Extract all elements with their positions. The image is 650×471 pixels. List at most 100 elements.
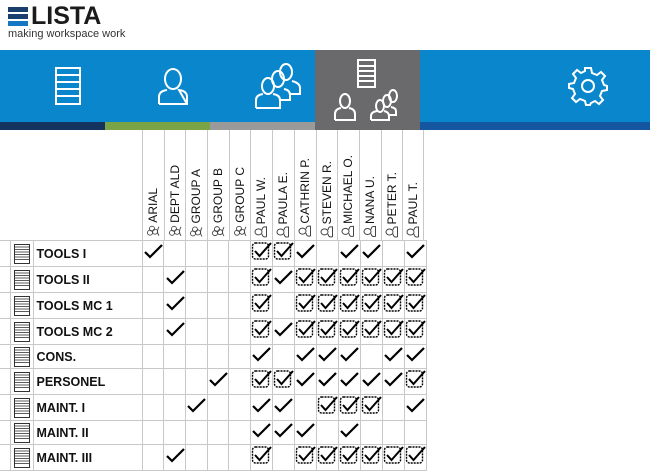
- permission-cell[interactable]: [163, 266, 186, 293]
- permission-cell[interactable]: [141, 318, 165, 345]
- permission-cell[interactable]: [315, 344, 339, 369]
- column-header[interactable]: ARIAL: [142, 130, 164, 240]
- permission-cell[interactable]: [206, 368, 230, 395]
- permission-cell[interactable]: [271, 344, 295, 369]
- permission-cell[interactable]: [337, 420, 361, 445]
- permission-cell[interactable]: [163, 318, 186, 345]
- column-header[interactable]: NANA U.: [358, 130, 381, 240]
- permission-cell[interactable]: [141, 292, 165, 319]
- permission-cell[interactable]: [403, 266, 427, 293]
- permission-cell[interactable]: [359, 240, 383, 267]
- permission-cell[interactable]: [315, 444, 339, 471]
- permission-cell[interactable]: [381, 292, 405, 319]
- permission-cell[interactable]: [271, 240, 295, 267]
- permission-cell[interactable]: [141, 344, 165, 369]
- permission-cell[interactable]: [293, 444, 317, 471]
- permission-cell[interactable]: [206, 420, 230, 445]
- permission-cell[interactable]: [206, 318, 230, 345]
- permission-cell[interactable]: [249, 444, 273, 471]
- permission-cell[interactable]: [315, 368, 339, 395]
- permission-cell[interactable]: [271, 368, 295, 395]
- permission-cell[interactable]: [337, 344, 361, 369]
- permission-cell[interactable]: [337, 368, 361, 395]
- tab-users[interactable]: [120, 50, 225, 122]
- permission-cell[interactable]: [141, 444, 165, 471]
- permission-cell[interactable]: [228, 318, 251, 345]
- permission-cell[interactable]: [184, 344, 208, 369]
- permission-cell[interactable]: [206, 292, 230, 319]
- permission-cell[interactable]: [249, 368, 273, 395]
- permission-cell[interactable]: [381, 266, 405, 293]
- permission-cell[interactable]: [228, 444, 251, 471]
- permission-cell[interactable]: [271, 444, 295, 471]
- permission-cell[interactable]: [184, 292, 208, 319]
- permission-cell[interactable]: [315, 266, 339, 293]
- permission-cell[interactable]: [293, 266, 317, 293]
- permission-cell[interactable]: [293, 420, 317, 445]
- permission-cell[interactable]: [381, 318, 405, 345]
- column-header[interactable]: MICHAEL O.: [337, 130, 359, 240]
- tab-groups[interactable]: [225, 50, 330, 122]
- permission-cell[interactable]: [141, 394, 165, 421]
- permission-cell[interactable]: [141, 368, 165, 395]
- permission-cell[interactable]: [359, 344, 383, 369]
- permission-cell[interactable]: [293, 240, 317, 267]
- permission-cell[interactable]: [228, 368, 251, 395]
- permission-cell[interactable]: [337, 394, 361, 421]
- permission-cell[interactable]: [403, 318, 427, 345]
- permission-cell[interactable]: [184, 444, 208, 471]
- permission-cell[interactable]: [403, 394, 427, 421]
- column-header[interactable]: GROUP C: [228, 130, 251, 240]
- permission-cell[interactable]: [141, 240, 165, 267]
- permission-cell[interactable]: [381, 444, 405, 471]
- permission-cell[interactable]: [163, 394, 186, 421]
- column-header[interactable]: PAUL W.: [250, 130, 272, 240]
- permission-cell[interactable]: [184, 420, 208, 445]
- permission-cell[interactable]: [381, 368, 405, 395]
- column-header[interactable]: PETER T.: [380, 130, 403, 240]
- permission-cell[interactable]: [359, 394, 383, 421]
- permission-cell[interactable]: [293, 318, 317, 345]
- permission-cell[interactable]: [403, 444, 427, 471]
- permission-cell[interactable]: [163, 444, 186, 471]
- column-header[interactable]: CATHRIN P.: [293, 130, 316, 240]
- permission-cell[interactable]: [315, 240, 339, 267]
- permission-cell[interactable]: [381, 344, 405, 369]
- permission-cell[interactable]: [359, 368, 383, 395]
- permission-cell[interactable]: [337, 444, 361, 471]
- column-header[interactable]: GROUP B: [207, 130, 229, 240]
- permission-cell[interactable]: [184, 394, 208, 421]
- permission-cell[interactable]: [228, 420, 251, 445]
- permission-cell[interactable]: [337, 266, 361, 293]
- column-header[interactable]: PAULA E.: [272, 130, 294, 240]
- permission-cell[interactable]: [163, 368, 186, 395]
- permission-cell[interactable]: [359, 444, 383, 471]
- permission-cell[interactable]: [293, 394, 317, 421]
- permission-cell[interactable]: [163, 420, 186, 445]
- permission-cell[interactable]: [249, 344, 273, 369]
- permission-cell[interactable]: [206, 394, 230, 421]
- tab-cabinets[interactable]: [15, 50, 120, 122]
- permission-cell[interactable]: [337, 240, 361, 267]
- permission-cell[interactable]: [141, 266, 165, 293]
- permission-cell[interactable]: [337, 318, 361, 345]
- permission-cell[interactable]: [228, 344, 251, 369]
- permission-cell[interactable]: [271, 420, 295, 445]
- permission-cell[interactable]: [163, 344, 186, 369]
- permission-cell[interactable]: [359, 420, 383, 445]
- permission-cell[interactable]: [359, 318, 383, 345]
- permission-cell[interactable]: [141, 420, 165, 445]
- permission-cell[interactable]: [249, 318, 273, 345]
- permission-cell[interactable]: [206, 444, 230, 471]
- column-header[interactable]: PAUL T.: [402, 130, 424, 240]
- permission-cell[interactable]: [359, 292, 383, 319]
- permission-cell[interactable]: [293, 344, 317, 369]
- tab-settings[interactable]: [535, 50, 640, 122]
- permission-cell[interactable]: [315, 394, 339, 421]
- permission-cell[interactable]: [403, 344, 427, 369]
- permission-cell[interactable]: [271, 318, 295, 345]
- permission-cell[interactable]: [381, 240, 405, 267]
- permission-cell[interactable]: [381, 420, 405, 445]
- permission-cell[interactable]: [271, 266, 295, 293]
- permission-cell[interactable]: [403, 420, 427, 445]
